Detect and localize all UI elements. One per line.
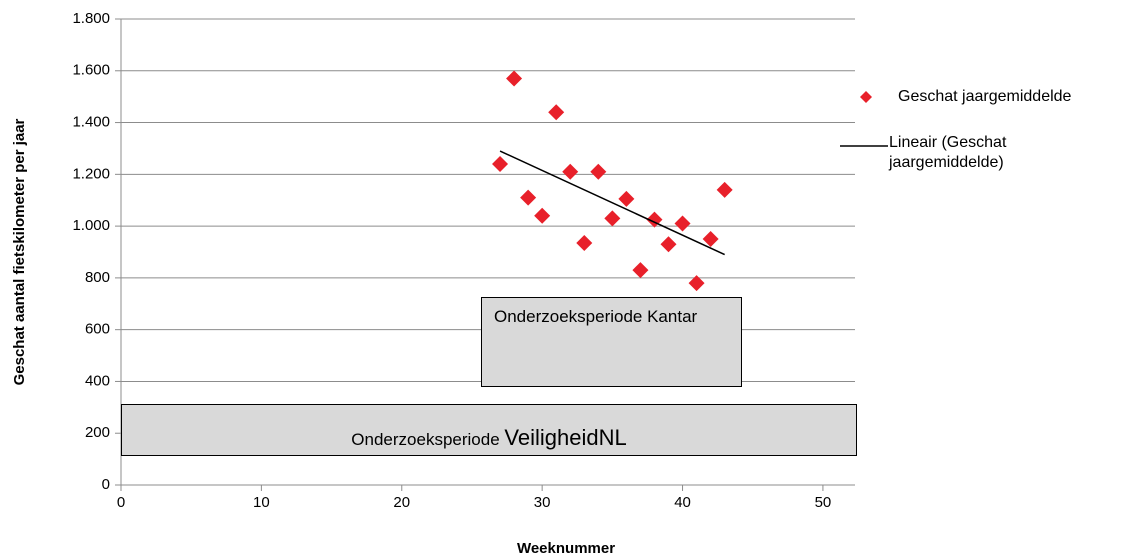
x-tick-label: 40: [674, 494, 691, 511]
marker: [702, 231, 719, 248]
y-tick-label: 1.800: [72, 10, 110, 27]
marker: [576, 234, 593, 251]
annotation-box: Onderzoeksperiode Kantar: [481, 297, 742, 387]
y-tick-label: 400: [85, 372, 110, 389]
marker: [506, 70, 523, 87]
x-axis-label: Weeknummer: [517, 540, 615, 557]
x-tick-label: 0: [117, 494, 125, 511]
x-tick-label: 30: [534, 494, 551, 511]
marker: [660, 236, 677, 253]
x-tick-label: 50: [815, 494, 832, 511]
marker: [492, 155, 509, 172]
annotation-text: Onderzoeksperiode: [351, 430, 500, 449]
x-tick-label: 20: [393, 494, 410, 511]
marker: [520, 189, 537, 206]
y-tick-label: 1.200: [72, 165, 110, 182]
y-axis-label: Geschat aantal fietskilometer per jaar: [11, 118, 28, 385]
y-tick-label: 0: [102, 476, 110, 493]
marker: [716, 181, 733, 198]
legend-label: Geschat jaargemiddelde: [898, 88, 1072, 105]
y-tick-label: 200: [85, 424, 110, 441]
marker: [674, 215, 691, 232]
marker: [688, 275, 705, 292]
y-tick-label: 1.000: [72, 217, 110, 234]
y-tick-label: 600: [85, 321, 110, 338]
annotation-box: Onderzoeksperiode VeiligheidNL: [121, 404, 857, 456]
y-tick-label: 800: [85, 269, 110, 286]
marker: [562, 163, 579, 180]
legend-marker: [860, 91, 872, 103]
marker: [534, 207, 551, 224]
y-tick-label: 1.600: [72, 62, 110, 79]
trendline: [499, 150, 725, 256]
legend-label: Lineair (Geschat jaargemiddelde): [889, 134, 1007, 171]
marker: [604, 210, 621, 227]
marker: [618, 190, 635, 207]
marker: [590, 163, 607, 180]
annotation-text: VeiligheidNL: [504, 425, 627, 450]
marker: [548, 104, 565, 121]
annotation-text: Onderzoeksperiode Kantar: [494, 307, 698, 326]
y-tick-label: 1.400: [72, 114, 110, 131]
marker: [632, 262, 649, 279]
x-tick-label: 10: [253, 494, 270, 511]
